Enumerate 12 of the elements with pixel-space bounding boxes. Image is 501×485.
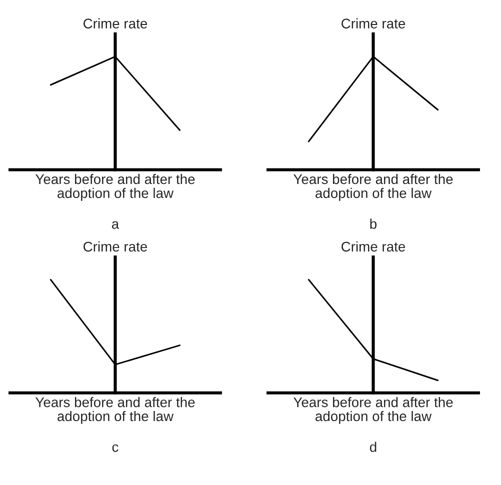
x-axis-title: Years before and after the adoption of the law bbox=[294, 397, 453, 424]
y-axis-title: Crime rate bbox=[84, 18, 148, 28]
x-axis-title: Years before and after the adoption of the law bbox=[294, 174, 453, 201]
text: b bbox=[370, 218, 377, 229]
y-axis-title: Crime rate bbox=[342, 18, 406, 28]
text: c bbox=[112, 444, 118, 452]
y-axis-title: Crime rate bbox=[342, 241, 406, 252]
x-axis-title: Years before and after the adoption of the law bbox=[35, 397, 195, 424]
y-axis-title: Crime rate bbox=[84, 241, 148, 252]
text: a bbox=[112, 221, 120, 229]
x-axis-title: Years before and after the adoption of the law bbox=[35, 174, 195, 201]
text: d bbox=[370, 442, 376, 452]
